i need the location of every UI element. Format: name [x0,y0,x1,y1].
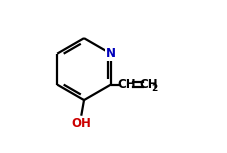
Text: N: N [106,47,116,60]
Text: CH: CH [118,78,136,91]
Text: OH: OH [72,117,91,130]
Text: 2: 2 [151,84,158,93]
Text: CH: CH [139,78,158,91]
